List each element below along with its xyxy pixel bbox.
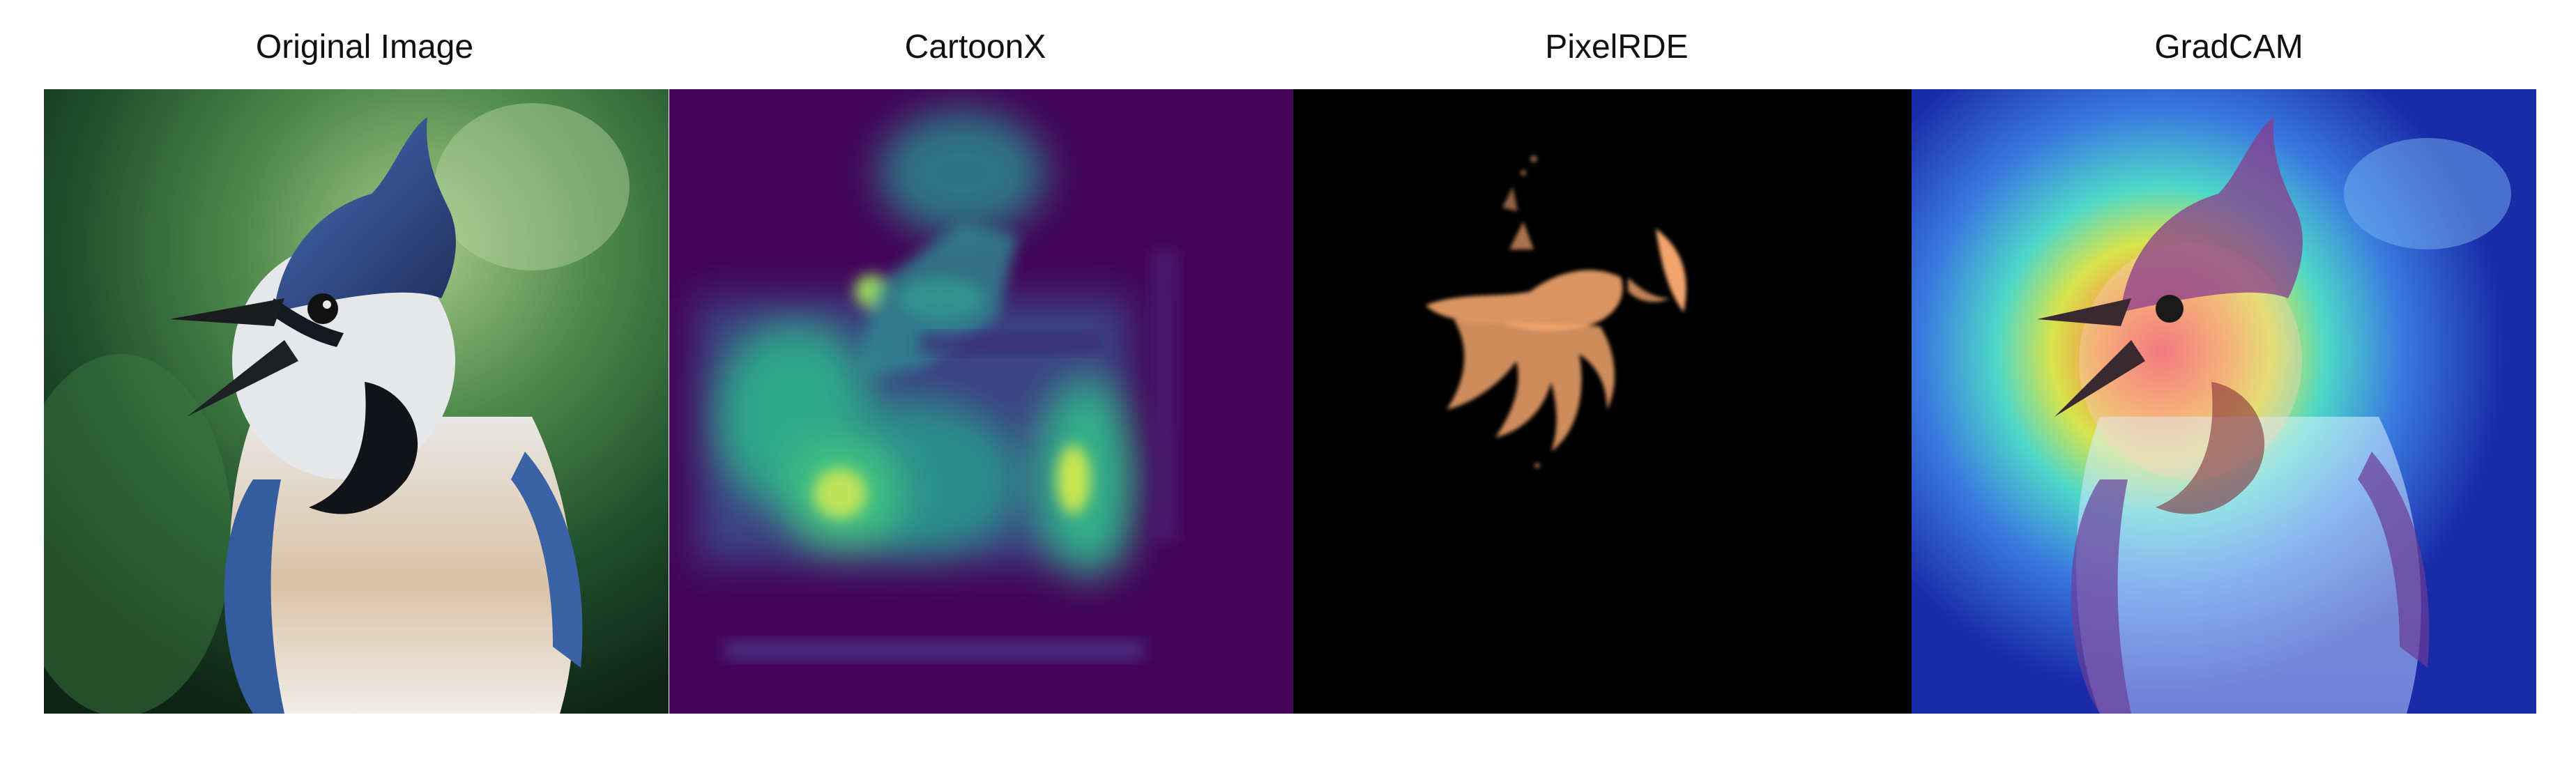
panel-title-cartoonx: CartoonX: [904, 29, 1046, 66]
gradcam-panel: [1912, 89, 2536, 714]
pixelrde-mask-image: [1293, 89, 1918, 714]
gradcam-overlay-image: [1912, 89, 2536, 714]
panel-title-gradcam: GradCAM: [2154, 29, 2303, 66]
panel-title-pixelrde: PixelRDE: [1545, 29, 1689, 66]
cartoonx-heatmap-image: [669, 89, 1294, 714]
panel-title-original-image: Original Image: [255, 29, 474, 66]
original-image-panel: [44, 89, 669, 714]
original-bird-image: [44, 89, 669, 714]
cartoonx-panel: [669, 89, 1294, 714]
pixelrde-panel: [1293, 89, 1918, 714]
